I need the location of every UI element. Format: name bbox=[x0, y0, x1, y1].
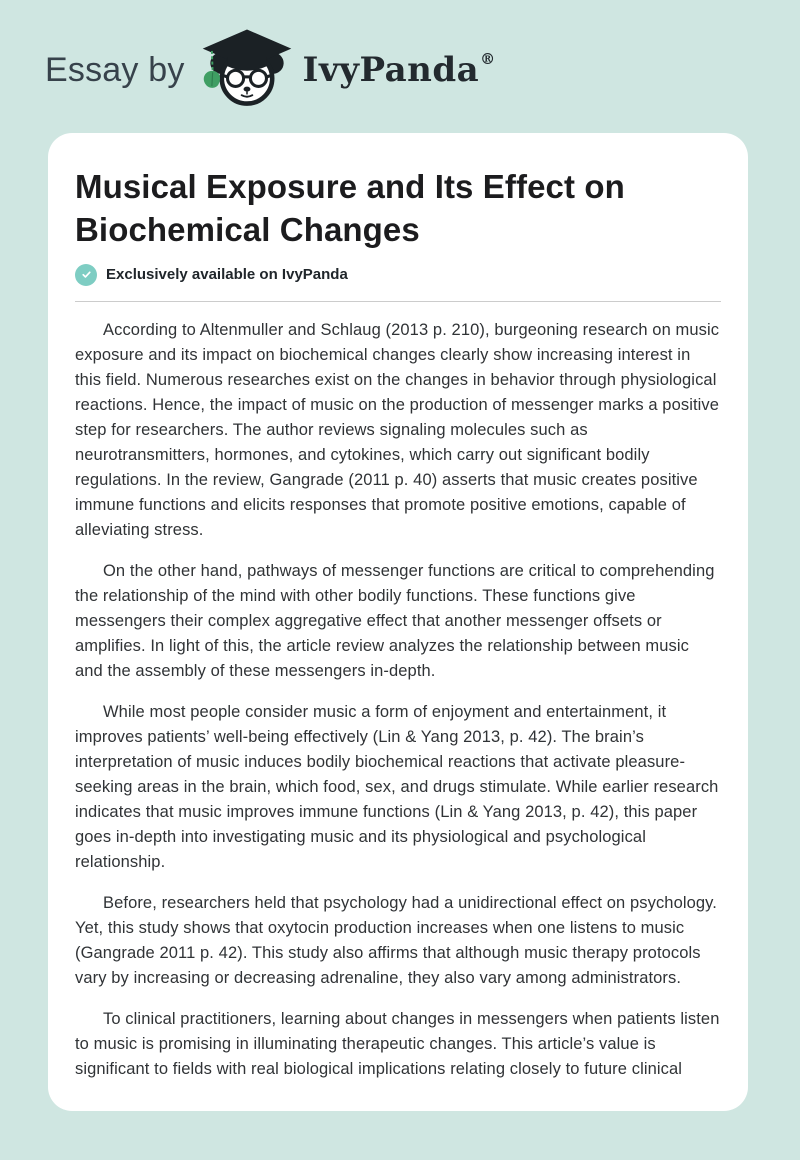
brand-name: IvyPanda ® bbox=[303, 50, 496, 90]
essay-paragraph: On the other hand, pathways of messenger… bbox=[75, 561, 715, 680]
ivypanda-panda-logo-icon bbox=[199, 28, 295, 112]
registered-mark: ® bbox=[480, 50, 496, 68]
badge-label: Exclusively available on IvyPanda bbox=[106, 266, 348, 284]
site-header: Essay by bbox=[45, 28, 496, 112]
essay-title: Musical Exposure and Its Effect on Bioch… bbox=[75, 168, 625, 248]
essay-card: Musical Exposure and Its Effect on Bioch… bbox=[48, 133, 748, 1111]
essay-by-label: Essay by bbox=[45, 50, 185, 89]
essay-paragraph: According to Altenmuller and Schlaug (20… bbox=[75, 320, 720, 539]
essay-paragraph: Before, researchers held that psychology… bbox=[75, 893, 717, 987]
divider bbox=[75, 300, 721, 302]
exclusive-badge: Exclusively available on IvyPanda bbox=[75, 263, 721, 286]
essay-paragraph: To clinical practitioners, learning abou… bbox=[75, 1009, 720, 1078]
essay-body: According to Altenmuller and Schlaug (20… bbox=[75, 318, 721, 1082]
brand-text: IvyPanda bbox=[302, 50, 480, 90]
checkmark-icon bbox=[75, 263, 97, 286]
essay-paragraph: While most people consider music a form … bbox=[75, 702, 719, 871]
